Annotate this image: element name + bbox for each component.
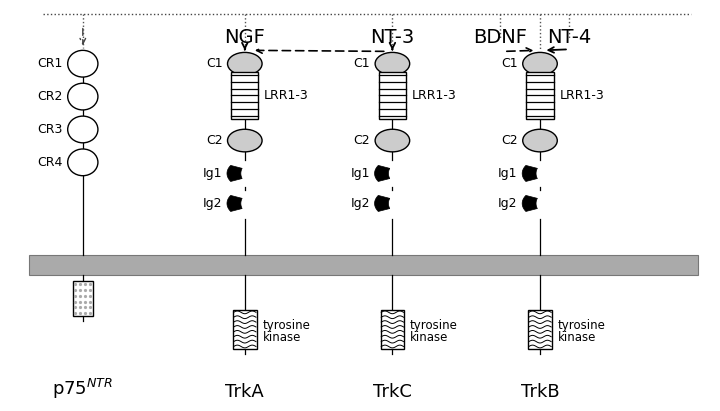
- Text: TrkB: TrkB: [521, 383, 559, 401]
- Ellipse shape: [523, 129, 557, 152]
- Text: tyrosine: tyrosine: [410, 319, 458, 332]
- Text: Ig1: Ig1: [498, 167, 518, 180]
- Text: tyrosine: tyrosine: [557, 319, 606, 332]
- PathPatch shape: [374, 196, 390, 212]
- Text: LRR1-3: LRR1-3: [559, 89, 604, 102]
- Bar: [29, 255, 698, 275]
- Bar: [73, 281, 93, 316]
- Text: CR4: CR4: [37, 156, 63, 169]
- PathPatch shape: [227, 166, 242, 182]
- Text: kinase: kinase: [410, 331, 449, 344]
- Text: tyrosine: tyrosine: [263, 319, 310, 332]
- Text: Ig1: Ig1: [203, 167, 222, 180]
- Text: C1: C1: [206, 57, 222, 70]
- Text: kinase: kinase: [557, 331, 596, 344]
- Text: LRR1-3: LRR1-3: [264, 89, 309, 102]
- Text: C1: C1: [354, 57, 370, 70]
- Text: LRR1-3: LRR1-3: [412, 89, 456, 102]
- Bar: [528, 310, 552, 349]
- Text: CR3: CR3: [37, 123, 63, 136]
- Text: C2: C2: [206, 134, 222, 147]
- Text: C1: C1: [501, 57, 518, 70]
- Text: C2: C2: [354, 134, 370, 147]
- Text: Ig1: Ig1: [351, 167, 370, 180]
- Bar: [526, 72, 554, 119]
- Bar: [231, 72, 258, 119]
- Ellipse shape: [68, 83, 98, 110]
- Text: Ig2: Ig2: [203, 197, 222, 210]
- Ellipse shape: [375, 129, 410, 152]
- Text: kinase: kinase: [263, 331, 301, 344]
- Text: BDNF: BDNF: [474, 28, 527, 47]
- Ellipse shape: [523, 53, 557, 75]
- Text: p75$^{NTR}$: p75$^{NTR}$: [52, 376, 114, 401]
- PathPatch shape: [522, 196, 537, 212]
- Text: C2: C2: [501, 134, 518, 147]
- Text: CR1: CR1: [37, 57, 63, 70]
- Ellipse shape: [68, 51, 98, 77]
- Ellipse shape: [228, 53, 262, 75]
- Ellipse shape: [228, 129, 262, 152]
- Text: CR2: CR2: [37, 90, 63, 103]
- Text: TrkC: TrkC: [373, 383, 412, 401]
- Text: NT-3: NT-3: [370, 28, 415, 47]
- Text: Ig2: Ig2: [498, 197, 518, 210]
- Ellipse shape: [375, 53, 410, 75]
- Text: TrkA: TrkA: [225, 383, 264, 401]
- Bar: [379, 72, 406, 119]
- Text: NT-4: NT-4: [546, 28, 591, 47]
- Bar: [233, 310, 257, 349]
- Bar: [381, 310, 405, 349]
- PathPatch shape: [227, 196, 242, 212]
- Ellipse shape: [68, 149, 98, 176]
- Text: Ig2: Ig2: [351, 197, 370, 210]
- PathPatch shape: [522, 166, 537, 182]
- PathPatch shape: [374, 166, 390, 182]
- Text: NGF: NGF: [225, 28, 265, 47]
- Ellipse shape: [68, 116, 98, 143]
